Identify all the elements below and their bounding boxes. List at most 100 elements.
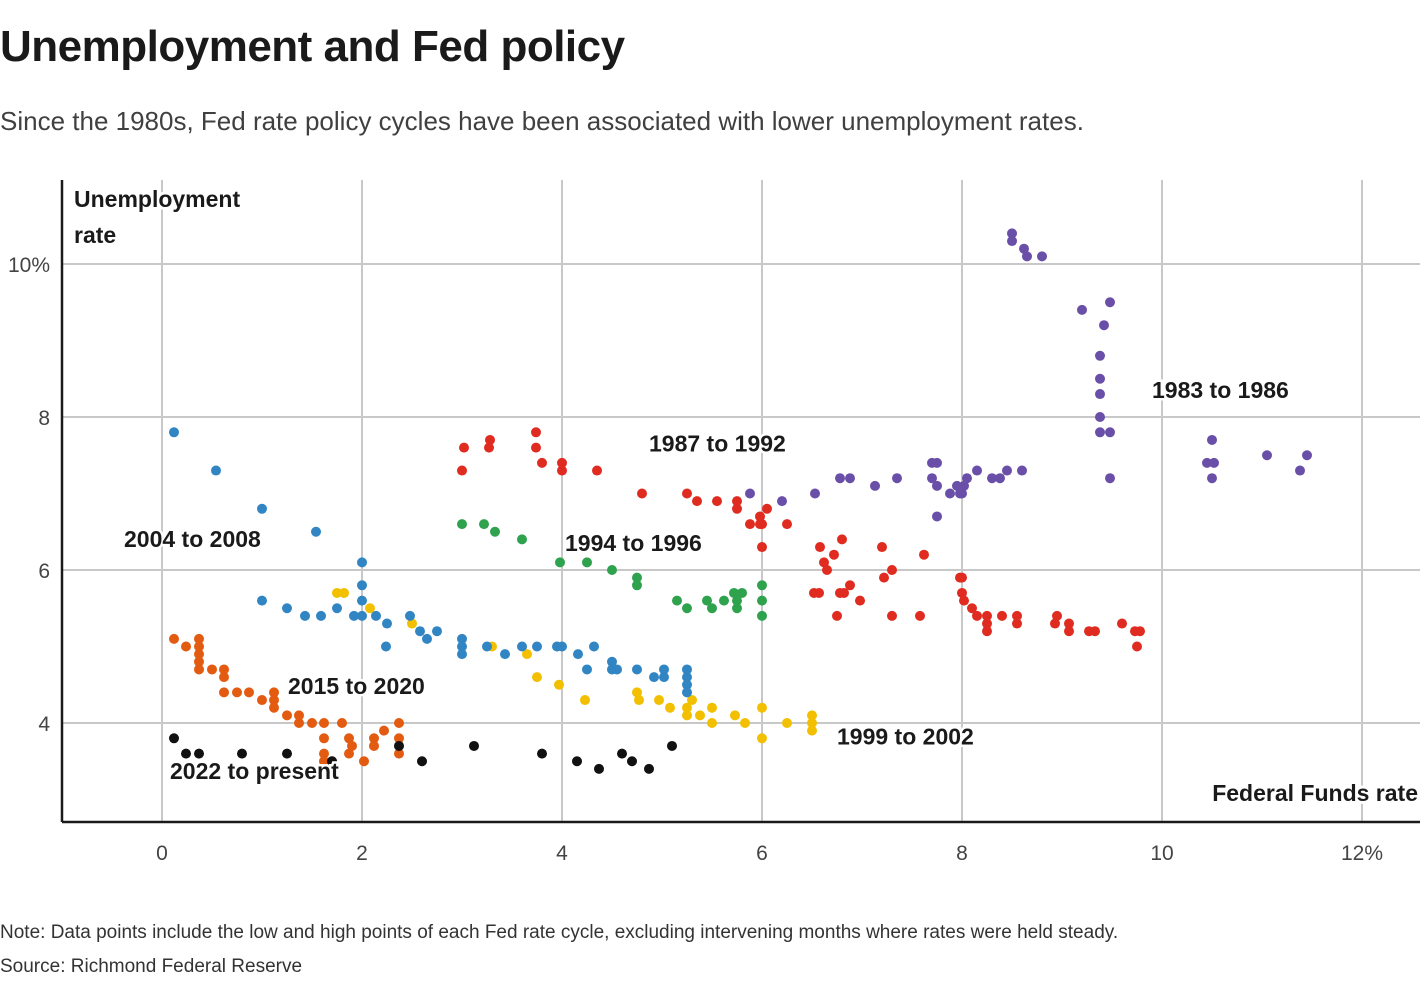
point-2022-to-present (617, 748, 627, 759)
point-2004-to-2008 (371, 610, 381, 621)
series-label-1983-to-1986: 1983 to 1986 (1152, 377, 1289, 403)
point-2004-to-2008 (382, 618, 392, 629)
point-2004-to-2008 (607, 656, 617, 667)
point-1983-to-1986 (932, 457, 942, 468)
point-1983-to-1986 (1262, 450, 1272, 461)
point-2022-to-present (417, 756, 427, 767)
point-1983-to-1986 (1202, 457, 1212, 468)
point-1987-to-1992 (1064, 618, 1074, 629)
point-1983-to-1986 (1105, 427, 1115, 438)
x-tick-label: 8 (956, 842, 968, 865)
point-2022-to-present (594, 763, 604, 774)
point-2004-to-2008 (357, 580, 367, 591)
point-1983-to-1986 (972, 465, 982, 476)
point-1987-to-1992 (845, 580, 855, 591)
y-axis-title: Unemployment (74, 186, 240, 212)
point-1983-to-1986 (835, 473, 845, 484)
point-1983-to-1986 (810, 488, 820, 499)
x-axis-title: Federal Funds rate (1212, 780, 1418, 806)
point-1987-to-1992 (692, 496, 702, 507)
point-1994-to-1996 (632, 572, 642, 583)
point-1983-to-1986 (932, 511, 942, 522)
point-1999-to-2002 (365, 603, 375, 614)
point-2022-to-present (469, 740, 479, 751)
point-2015-to-2020 (207, 664, 217, 675)
point-2015-to-2020 (194, 641, 204, 652)
point-1983-to-1986 (1007, 228, 1017, 239)
y-axis-title: rate (74, 222, 116, 248)
point-2015-to-2020 (307, 718, 317, 728)
point-1983-to-1986 (1037, 251, 1047, 262)
point-2015-to-2020 (194, 664, 204, 675)
point-1987-to-1992 (712, 496, 722, 507)
point-2004-to-2008 (381, 641, 391, 652)
point-1987-to-1992 (959, 595, 969, 606)
point-1994-to-1996 (582, 557, 592, 568)
point-2015-to-2020 (394, 733, 404, 744)
series-label-2015-to-2020: 2015 to 2020 (288, 673, 425, 699)
point-1983-to-1986 (932, 480, 942, 491)
point-1987-to-1992 (1135, 626, 1145, 637)
point-1983-to-1986 (1095, 373, 1105, 384)
point-2022-to-present (237, 748, 247, 759)
point-1987-to-1992 (1012, 618, 1022, 629)
point-1983-to-1986 (1105, 297, 1115, 308)
point-1983-to-1986 (1105, 473, 1115, 484)
point-2004-to-2008 (357, 595, 367, 606)
point-2015-to-2020 (257, 695, 267, 706)
point-1983-to-1986 (1095, 427, 1105, 438)
point-1983-to-1986 (1095, 412, 1105, 422)
point-1994-to-1996 (555, 557, 565, 568)
point-2015-to-2020 (282, 710, 292, 721)
point-2015-to-2020 (269, 702, 279, 713)
point-1983-to-1986 (959, 480, 969, 491)
point-2015-to-2020 (319, 756, 329, 767)
point-2004-to-2008 (282, 603, 292, 614)
point-1999-to-2002 (407, 618, 417, 629)
point-2022-to-present (537, 748, 547, 759)
point-1994-to-1996 (707, 603, 717, 614)
point-1999-to-2002 (707, 718, 717, 728)
point-1987-to-1992 (592, 465, 602, 476)
point-1987-to-1992 (531, 427, 541, 438)
point-1999-to-2002 (730, 710, 740, 721)
point-1987-to-1992 (637, 488, 647, 499)
point-1987-to-1992 (822, 565, 832, 575)
point-1987-to-1992 (819, 557, 829, 568)
series-label-1994-to-1996: 1994 to 1996 (565, 530, 702, 556)
x-tick-label: 0 (156, 842, 168, 865)
point-1987-to-1992 (982, 626, 992, 637)
point-1983-to-1986 (1302, 450, 1312, 461)
point-1983-to-1986 (1099, 320, 1109, 331)
point-1987-to-1992 (457, 465, 467, 476)
point-2004-to-2008 (357, 557, 367, 568)
point-1983-to-1986 (945, 488, 955, 499)
point-1987-to-1992 (531, 442, 541, 453)
point-2022-to-present (667, 740, 677, 751)
point-1987-to-1992 (839, 587, 849, 598)
point-1987-to-1992 (484, 442, 494, 453)
point-2022-to-present (282, 748, 292, 759)
point-1999-to-2002 (339, 587, 349, 598)
point-1999-to-2002 (532, 672, 542, 683)
point-1999-to-2002 (807, 725, 817, 736)
point-2004-to-2008 (332, 603, 342, 614)
point-1994-to-1996 (757, 610, 767, 621)
point-2022-to-present (194, 748, 204, 759)
point-2004-to-2008 (682, 679, 692, 690)
series-label-1999-to-2002: 1999 to 2002 (837, 723, 974, 749)
point-1994-to-1996 (632, 580, 642, 591)
point-1994-to-1996 (607, 565, 617, 575)
point-1987-to-1992 (972, 610, 982, 621)
point-2015-to-2020 (319, 733, 329, 744)
point-1987-to-1992 (879, 572, 889, 583)
point-2015-to-2020 (169, 633, 179, 644)
point-1994-to-1996 (729, 587, 739, 598)
point-1999-to-2002 (757, 733, 767, 744)
point-2015-to-2020 (294, 710, 304, 721)
axes: 0 2 4 6 8 10 12% 4 6 8 10% Unemployment rate Federal … (8, 180, 1420, 865)
point-2015-to-2020 (269, 695, 279, 706)
point-1999-to-2002 (682, 702, 692, 713)
point-2004-to-2008 (573, 649, 583, 660)
series-labels: 1983 to 1986 1987 to 1992 1994 to 1996 1999… (122, 374, 1292, 786)
